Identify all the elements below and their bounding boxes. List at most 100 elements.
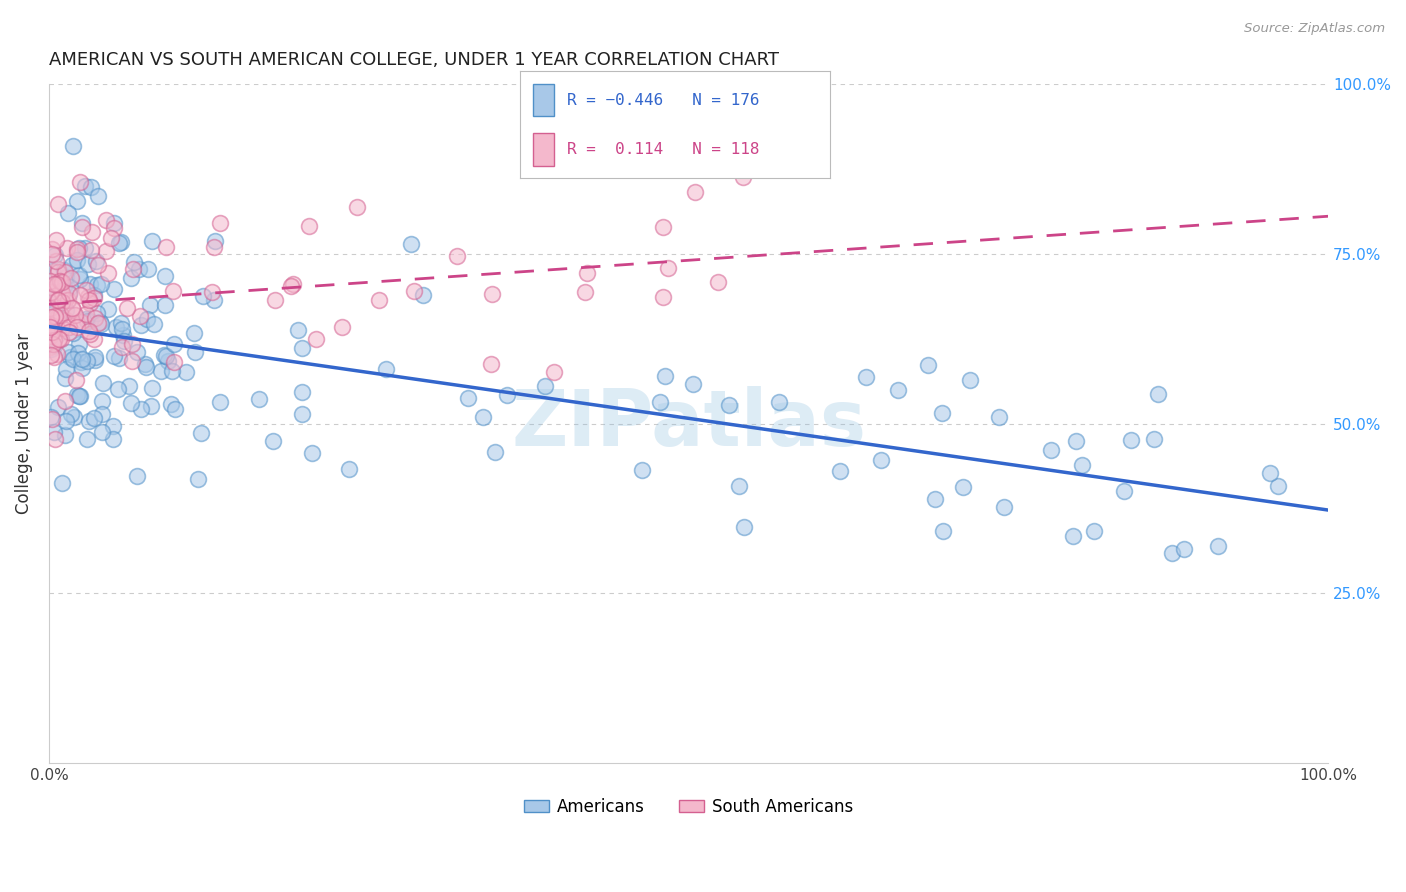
Point <box>75 307 97 321</box>
Point <box>163 402 186 417</box>
Point <box>1071 458 1094 473</box>
Point <box>652 219 675 234</box>
Point <box>107 236 129 251</box>
Point <box>41 412 63 426</box>
Point <box>46 293 69 307</box>
Point <box>65 242 87 256</box>
Point <box>160 364 183 378</box>
Point <box>55 394 77 409</box>
Point <box>44 277 66 291</box>
Point <box>51 321 73 335</box>
Point <box>63 308 86 322</box>
Point <box>39 301 62 316</box>
Point <box>58 287 80 301</box>
Point <box>48 197 70 211</box>
Point <box>79 293 101 308</box>
Point <box>204 235 226 249</box>
Point <box>139 297 162 311</box>
Point <box>103 418 125 433</box>
Point <box>301 446 323 460</box>
Point <box>72 351 94 366</box>
Point <box>280 279 302 293</box>
Point <box>39 340 62 354</box>
Point <box>121 336 143 351</box>
Point <box>44 305 66 319</box>
Point <box>932 524 955 539</box>
Point <box>155 240 177 254</box>
Point <box>39 310 62 325</box>
Point <box>66 320 89 334</box>
Point <box>91 425 114 439</box>
Point <box>122 255 145 269</box>
Point <box>103 216 125 230</box>
Point <box>58 326 80 340</box>
Point <box>1258 467 1281 481</box>
Point <box>67 389 90 403</box>
Point <box>828 464 851 478</box>
Point <box>125 345 148 359</box>
Point <box>574 285 596 299</box>
Point <box>134 357 156 371</box>
Bar <box>533 134 554 166</box>
Point <box>1062 529 1084 543</box>
Point <box>202 293 225 307</box>
Point <box>575 266 598 280</box>
Point <box>1208 540 1230 554</box>
Point <box>917 358 939 372</box>
Point <box>46 400 69 414</box>
Point <box>46 262 69 277</box>
Point <box>163 337 186 351</box>
Point <box>111 322 134 336</box>
Point <box>51 476 73 491</box>
Point <box>52 279 75 293</box>
Point <box>120 396 142 410</box>
Point <box>70 216 93 230</box>
Point <box>110 235 132 249</box>
Point <box>79 414 101 428</box>
Point <box>87 258 110 272</box>
Point <box>1083 524 1105 538</box>
Point <box>56 206 79 220</box>
Point <box>69 389 91 403</box>
Point <box>298 219 321 233</box>
Point <box>79 277 101 291</box>
Point <box>49 273 72 287</box>
Y-axis label: College, Under 1 year: College, Under 1 year <box>15 333 32 514</box>
Point <box>110 316 132 330</box>
Point <box>77 324 100 338</box>
Point <box>290 408 312 422</box>
Point <box>654 369 676 384</box>
Point <box>155 349 177 363</box>
Point <box>83 332 105 346</box>
Point <box>39 334 62 348</box>
Point <box>120 271 142 285</box>
Point <box>83 350 105 364</box>
Point <box>346 200 368 214</box>
Point <box>39 274 62 288</box>
Point <box>39 285 62 300</box>
Point <box>53 293 76 307</box>
Point <box>69 355 91 369</box>
Point <box>39 409 62 424</box>
Point <box>1143 432 1166 446</box>
Point <box>84 353 107 368</box>
Point <box>76 314 98 328</box>
Point <box>46 310 69 324</box>
Point <box>39 337 62 351</box>
Point <box>59 408 82 422</box>
Point <box>39 347 62 361</box>
Point <box>66 253 89 268</box>
Point <box>62 326 84 340</box>
Point <box>122 262 145 277</box>
Point <box>66 316 89 330</box>
Point <box>855 370 877 384</box>
Point <box>46 332 69 346</box>
Point <box>657 261 679 276</box>
Point <box>202 240 225 254</box>
Point <box>44 248 66 262</box>
Point <box>988 409 1011 424</box>
Point <box>125 469 148 483</box>
Point <box>631 462 654 476</box>
Point <box>484 444 506 458</box>
Point <box>103 221 125 235</box>
